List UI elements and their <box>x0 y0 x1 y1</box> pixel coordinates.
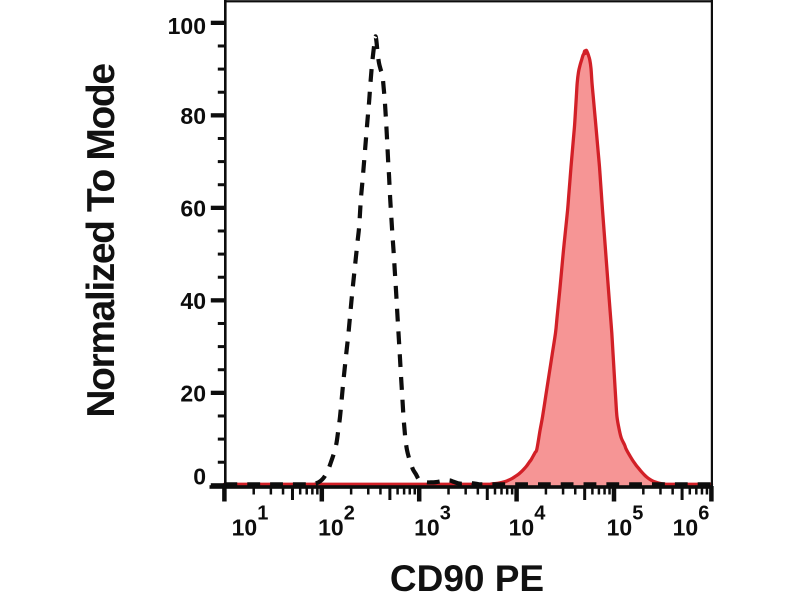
svg-text:60: 60 <box>180 196 206 222</box>
svg-text:20: 20 <box>180 380 206 406</box>
svg-text:80: 80 <box>180 103 206 129</box>
svg-text:40: 40 <box>180 288 206 314</box>
svg-text:100: 100 <box>168 13 206 39</box>
svg-text:CD90 PE: CD90 PE <box>390 558 544 599</box>
svg-text:Normalized To Mode: Normalized To Mode <box>80 64 123 418</box>
svg-text:0: 0 <box>193 464 206 490</box>
